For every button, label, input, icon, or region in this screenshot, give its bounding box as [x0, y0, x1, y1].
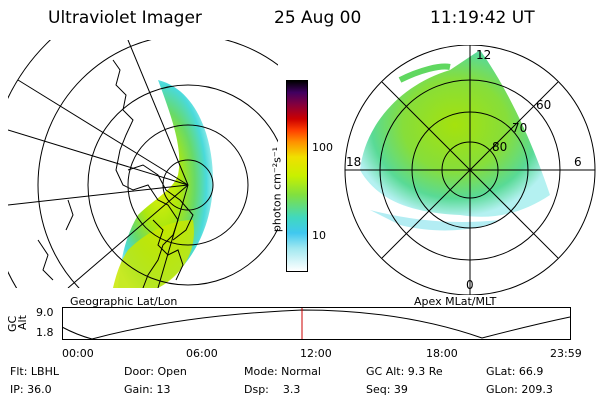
mlt-label-18: 18 [346, 155, 361, 169]
altitude-plot [62, 307, 571, 340]
polar-mlat-mlt-panel: 12 6 0 18 60 70 80 [344, 45, 596, 295]
info-ip: IP: 36.0 [10, 383, 52, 396]
alt-xtick-1200: 12:00 [300, 347, 332, 360]
alt-ylabel-alt: Alt [16, 315, 29, 330]
info-glon: GLon: 209.3 [486, 383, 553, 396]
info-dsp: Dsp: 3.3 [244, 383, 301, 396]
colorbar-tick-10: 10 [312, 229, 326, 242]
polar-caption: Apex MLat/MLT [414, 295, 497, 308]
alt-xtick-0000: 00:00 [62, 347, 94, 360]
aurora-oval-polar [360, 50, 550, 217]
mlt-label-6: 6 [574, 155, 582, 169]
alt-xtick-1800: 18:00 [426, 347, 458, 360]
alt-ytick-9: 9.0 [36, 306, 54, 319]
alt-xtick-0600: 06:00 [186, 347, 218, 360]
date-label: 25 Aug 00 [274, 8, 362, 28]
info-mode: Mode: Normal [244, 365, 321, 378]
coastline [112, 59, 179, 288]
mlt-label-0: 0 [466, 278, 474, 292]
info-seq: Seq: 39 [366, 383, 408, 396]
alt-xtick-2359: 23:59 [550, 347, 582, 360]
info-gc-alt: GC Alt: 9.3 Re [366, 365, 443, 378]
info-door: Door: Open [124, 365, 187, 378]
alt-ytick-1-8: 1.8 [36, 326, 54, 339]
info-glat: GLat: 66.9 [486, 365, 544, 378]
colorbar-tick-100: 100 [312, 141, 333, 154]
geographic-map-panel [8, 40, 278, 288]
mlat-label-60: 60 [536, 98, 551, 112]
mlat-label-80: 80 [492, 140, 507, 154]
geographic-caption: Geographic Lat/Lon [70, 295, 178, 308]
info-filter: Flt: LBHL [10, 365, 59, 378]
mlt-label-12: 12 [476, 48, 491, 62]
mlat-label-70: 70 [512, 121, 527, 135]
colorbar [286, 80, 308, 272]
info-gain: Gain: 13 [124, 383, 171, 396]
instrument-title: Ultraviolet Imager [48, 8, 202, 28]
time-label: 11:19:42 UT [430, 8, 535, 28]
colorbar-unit-label: photon cm⁻²s⁻¹ [270, 146, 284, 233]
altitude-curve [62, 309, 571, 340]
